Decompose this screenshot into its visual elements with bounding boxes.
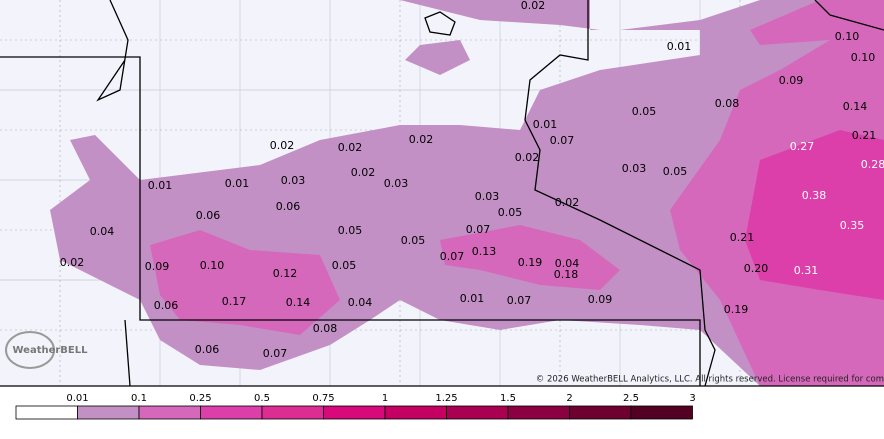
precip-label: 0.02: [60, 256, 85, 269]
legend-swatch: [15, 405, 78, 420]
precip-label: 0.06: [276, 200, 301, 213]
precip-label: 0.27: [790, 140, 815, 153]
legend-swatch: [200, 405, 263, 420]
precip-label: 0.05: [332, 259, 357, 272]
precip-label: 0.01: [533, 118, 558, 131]
logo: WeatherBELL: [5, 331, 88, 369]
precip-label: 0.07: [507, 294, 532, 307]
legend-swatch: [323, 405, 386, 420]
precip-label: 0.02: [521, 0, 546, 12]
precip-label: 0.17: [222, 295, 247, 308]
precip-label: 0.21: [730, 231, 755, 244]
precip-label: 0.19: [724, 303, 749, 316]
legend-swatch: [569, 405, 632, 420]
precip-label: 0.14: [843, 100, 868, 113]
legend-swatch: [446, 405, 509, 420]
precip-label: 0.31: [794, 264, 819, 277]
precip-label: 0.06: [195, 343, 220, 356]
precip-label: 0.02: [515, 151, 540, 164]
legend-label: 1: [382, 393, 388, 404]
legend-label: 2.5: [623, 393, 639, 404]
precip-label: 0.03: [475, 190, 500, 203]
legend-swatch: [138, 405, 201, 420]
legend-label: 0.25: [189, 393, 211, 404]
precip-label: 0.09: [588, 293, 613, 306]
precip-label: 0.04: [90, 225, 115, 238]
precip-label: 0.13: [472, 245, 497, 258]
legend-swatch: [261, 405, 324, 420]
precip-label: 0.09: [145, 260, 170, 273]
precip-label: 0.02: [351, 166, 376, 179]
precip-label: 0.02: [270, 139, 295, 152]
precip-label: 0.01: [667, 40, 692, 53]
precip-label: 0.21: [852, 129, 877, 142]
precip-label: 0.08: [313, 322, 338, 335]
precip-label: 0.05: [632, 105, 657, 118]
precip-label: 0.09: [779, 74, 804, 87]
precip-label: 0.02: [409, 133, 434, 146]
legend-swatch: [507, 405, 570, 420]
legend-label: 0.01: [66, 393, 88, 404]
precip-label: 0.02: [338, 141, 363, 154]
precip-label: 0.12: [273, 267, 298, 280]
legend-label: 0.5: [254, 393, 270, 404]
precip-label: 0.03: [281, 174, 306, 187]
precip-label: 0.02: [555, 196, 580, 209]
precip-label: 0.01: [148, 179, 173, 192]
legend-label: 2: [566, 393, 572, 404]
legend-label: 0.1: [131, 393, 147, 404]
precip-label: 0.06: [154, 299, 179, 312]
precip-label: 0.01: [460, 292, 485, 305]
legend-label: 0.75: [312, 393, 334, 404]
precip-label: 0.07: [550, 134, 575, 147]
legend-swatch: [77, 405, 140, 420]
precip-label: 0.05: [401, 234, 426, 247]
precip-label: 0.01: [225, 177, 250, 190]
precip-label: 0.06: [196, 209, 221, 222]
precip-label: 0.07: [263, 347, 288, 360]
copyright: © 2026 WeatherBELL Analytics, LLC. All r…: [536, 375, 884, 385]
precip-label: 0.04: [348, 296, 373, 309]
legend-swatch: [630, 405, 693, 420]
precip-label: 0.05: [663, 165, 688, 178]
legend-label: 1.25: [435, 393, 457, 404]
precip-label: 0.38: [802, 189, 827, 202]
legend-label: 1.5: [500, 393, 516, 404]
logo-text: WeatherBELL: [12, 345, 88, 356]
precip-label: 0.07: [466, 223, 491, 236]
precip-label: 0.08: [715, 97, 740, 110]
precip-label: 0.03: [622, 162, 647, 175]
legend-swatch: [384, 405, 447, 420]
precip-label: 0.10: [200, 259, 225, 272]
state-borders: [0, 0, 884, 387]
precip-label: 0.35: [840, 219, 865, 232]
precip-label: 0.05: [498, 206, 523, 219]
precip-label: 0.05: [338, 224, 363, 237]
precip-label: 0.14: [286, 296, 311, 309]
map-labels: 0.02 0.01 0.10 0.10 0.09 0.08 0.05 0.14 0.21 0.27…: [60, 0, 884, 360]
precip-label: 0.04: [555, 257, 580, 270]
legend: 0.01 0.1 0.25 0.5 0.75 1 1.25 1.5 2 2.5 3: [15, 393, 696, 420]
precip-label: 0.03: [384, 177, 409, 190]
precip-label: 0.18: [554, 268, 579, 281]
precip-label: 0.20: [744, 262, 769, 275]
precip-label: 0.10: [851, 51, 876, 64]
precip-label: 0.07: [440, 250, 465, 263]
precip-label: 0.28: [861, 158, 884, 171]
precip-label: 0.19: [518, 256, 543, 269]
legend-label: 3: [689, 393, 695, 404]
precip-label: 0.10: [835, 30, 860, 43]
precip-heavy: [745, 130, 884, 300]
